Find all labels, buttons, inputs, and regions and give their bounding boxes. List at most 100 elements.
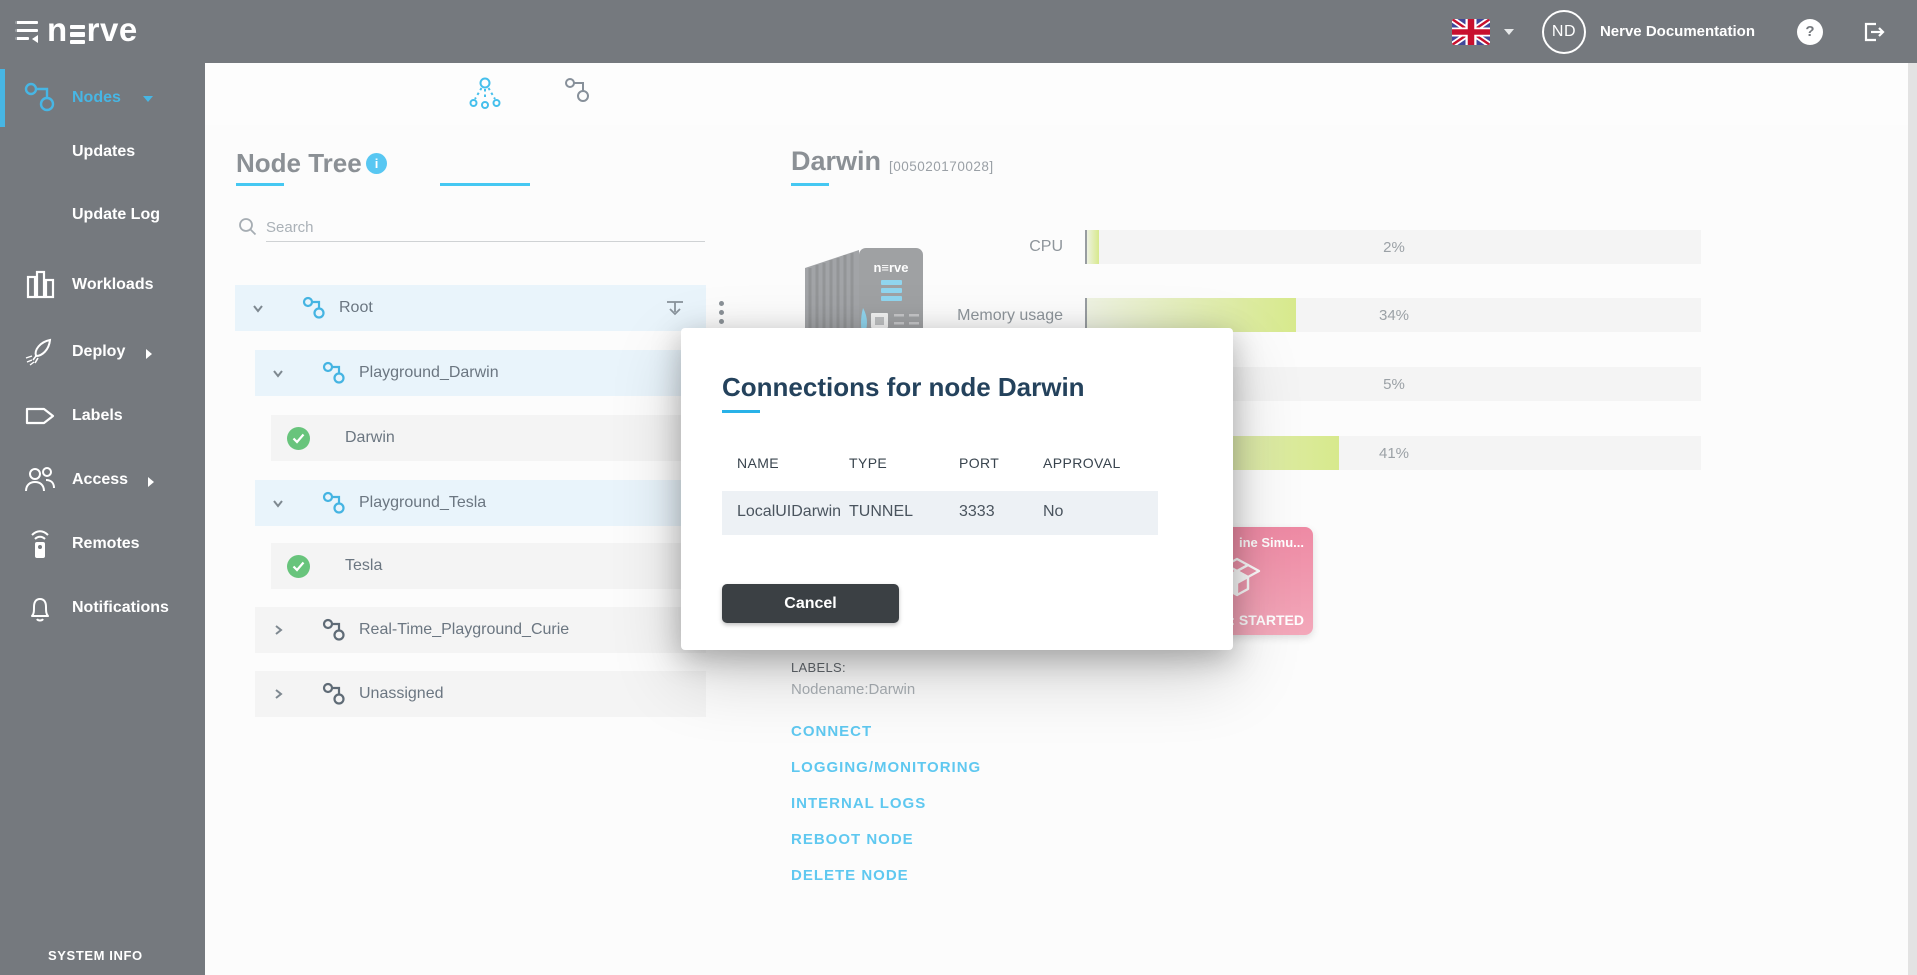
- tree-row-playground-darwin[interactable]: Playground_Darwin: [255, 350, 706, 396]
- delete-node-link[interactable]: DELETE NODE: [791, 867, 909, 884]
- sidebar-item-notifications[interactable]: Notifications: [0, 585, 205, 631]
- node-tree-info-icon[interactable]: i: [366, 153, 387, 174]
- sidebar-item-updates[interactable]: Updates: [72, 143, 136, 160]
- memory-usage-bar: 34%: [1085, 298, 1701, 332]
- tree-options-kebab-icon[interactable]: [714, 299, 730, 327]
- chevron-right-icon[interactable]: [271, 687, 285, 701]
- column-header-approval: APPROVAL: [1043, 455, 1121, 471]
- node-view-icon: [565, 78, 589, 102]
- search-input[interactable]: [266, 214, 705, 242]
- collapse-all-icon[interactable]: [664, 300, 686, 317]
- column-header-type: TYPE: [849, 455, 888, 471]
- sidebar-item-labels[interactable]: Labels: [0, 393, 205, 439]
- node-group-icon: [302, 296, 325, 319]
- language-dropdown-caret-icon[interactable]: [1503, 28, 1514, 35]
- sidebar-item-update-log[interactable]: Update Log: [72, 206, 160, 223]
- column-header-port: PORT: [959, 455, 1000, 471]
- chevron-down-icon[interactable]: [271, 496, 285, 510]
- menu-toggle-icon[interactable]: [15, 20, 41, 43]
- node-group-icon: [322, 491, 345, 514]
- node-detail-title: Darwin: [791, 146, 882, 176]
- cancel-button[interactable]: Cancel: [722, 584, 899, 623]
- logout-icon[interactable]: [1859, 18, 1887, 46]
- column-header-name: NAME: [737, 455, 780, 471]
- tree-row-darwin[interactable]: Darwin: [271, 415, 706, 461]
- sidebar-nav: Nodes Updates Update Log Workloads: [0, 63, 205, 975]
- metric-label-memory: Memory usage: [957, 307, 1063, 324]
- deploy-rocket-icon: [22, 334, 58, 370]
- sidebar-item-access[interactable]: Access: [0, 457, 205, 503]
- metric-4-percent-label: 41%: [1378, 444, 1410, 462]
- access-caret-right-icon: [148, 477, 154, 487]
- chevron-down-icon[interactable]: [251, 301, 265, 315]
- deploy-caret-right-icon: [146, 349, 152, 359]
- tab-node-tree-view[interactable]: [455, 75, 515, 119]
- active-tab-underline: [440, 183, 530, 186]
- node-group-icon: [322, 618, 345, 641]
- sidebar-item-remotes[interactable]: Remotes: [0, 521, 205, 567]
- reboot-node-link[interactable]: REBOOT NODE: [791, 831, 914, 848]
- tree-row-unassigned[interactable]: Unassigned: [255, 671, 706, 717]
- connections-modal: Connections for node Darwin NAME TYPE PO…: [681, 328, 1233, 650]
- nodes-caret-down-icon: [143, 96, 153, 102]
- device-photo: n≡rve: [797, 238, 937, 353]
- internal-logs-link[interactable]: INTERNAL LOGS: [791, 795, 927, 812]
- logo-e-bars: [69, 24, 85, 44]
- workload-status: s: STARTED: [1222, 612, 1304, 628]
- labels-heading: LABELS:: [791, 660, 846, 675]
- uk-flag-icon[interactable]: [1451, 18, 1490, 45]
- logo-text-rve: rve: [86, 11, 138, 48]
- node-serial-number: [005020170028]: [889, 159, 994, 174]
- online-check-icon: [287, 426, 310, 450]
- help-icon[interactable]: ?: [1797, 18, 1823, 45]
- top-header: n rve ND Nerve Documentation ?: [0, 0, 1917, 63]
- tree-row-tesla[interactable]: Tesla: [271, 543, 706, 589]
- connect-link[interactable]: CONNECT: [791, 723, 873, 740]
- chevron-down-icon[interactable]: [271, 366, 285, 380]
- sidebar-item-deploy[interactable]: Deploy: [0, 329, 205, 375]
- nodes-icon: [22, 80, 58, 116]
- connection-approval: No: [1043, 503, 1064, 520]
- metric-label-cpu: CPU: [1029, 238, 1063, 255]
- online-check-icon: [287, 554, 310, 578]
- connection-port: 3333: [959, 503, 995, 520]
- tree-row-realtime-playground-curie[interactable]: Real-Time_Playground_Curie: [255, 607, 706, 653]
- tree-row-playground-tesla[interactable]: Playground_Tesla: [255, 480, 706, 526]
- node-tree-title: Node Tree: [236, 148, 362, 178]
- page-scrollbar[interactable]: [1908, 63, 1917, 975]
- node-group-icon: [322, 361, 345, 384]
- modal-title: Connections for node Darwin: [722, 372, 1085, 402]
- tree-row-root[interactable]: Root: [235, 285, 706, 331]
- labels-value: Nodename:Darwin: [791, 681, 916, 698]
- notifications-bell-icon: [22, 590, 58, 626]
- nerve-logo: n rve: [47, 13, 138, 46]
- tree-search: [238, 214, 705, 246]
- header-right-cluster: ND Nerve Documentation ?: [1451, 0, 1887, 63]
- user-name-label: Nerve Documentation: [1599, 23, 1755, 40]
- node-group-icon: [322, 682, 345, 705]
- memory-bar-fill: [1087, 298, 1296, 332]
- user-avatar[interactable]: ND: [1541, 9, 1586, 54]
- labels-tag-icon: [22, 398, 58, 434]
- cpu-bar-fill: [1087, 230, 1100, 264]
- chevron-right-icon[interactable]: [271, 623, 285, 637]
- connection-type: TUNNEL: [849, 503, 914, 520]
- sidebar-item-nodes[interactable]: Nodes: [0, 69, 205, 127]
- tab-node-list-view[interactable]: [548, 75, 608, 119]
- view-tabbar: [205, 63, 1908, 186]
- metric-3-percent-label: 5%: [1383, 375, 1405, 393]
- cpu-usage-bar: 2%: [1085, 230, 1701, 264]
- search-icon: [239, 218, 257, 236]
- svg-text:n≡rve: n≡rve: [873, 260, 908, 275]
- workloads-icon: [22, 267, 58, 303]
- sidebar-item-workloads[interactable]: Workloads: [0, 262, 205, 308]
- system-info-link[interactable]: SYSTEM INFO: [48, 948, 143, 963]
- workload-name: ine Simu...: [1238, 535, 1304, 550]
- tree-view-icon: [469, 77, 501, 109]
- remotes-icon: [22, 526, 58, 562]
- cpu-percent-label: 2%: [1383, 238, 1405, 256]
- connection-table-row[interactable]: LocalUIDarwin TUNNEL 3333 No: [722, 491, 1158, 535]
- logging-monitoring-link[interactable]: LOGGING/MONITORING: [791, 759, 982, 776]
- avatar-initials: ND: [1551, 22, 1576, 40]
